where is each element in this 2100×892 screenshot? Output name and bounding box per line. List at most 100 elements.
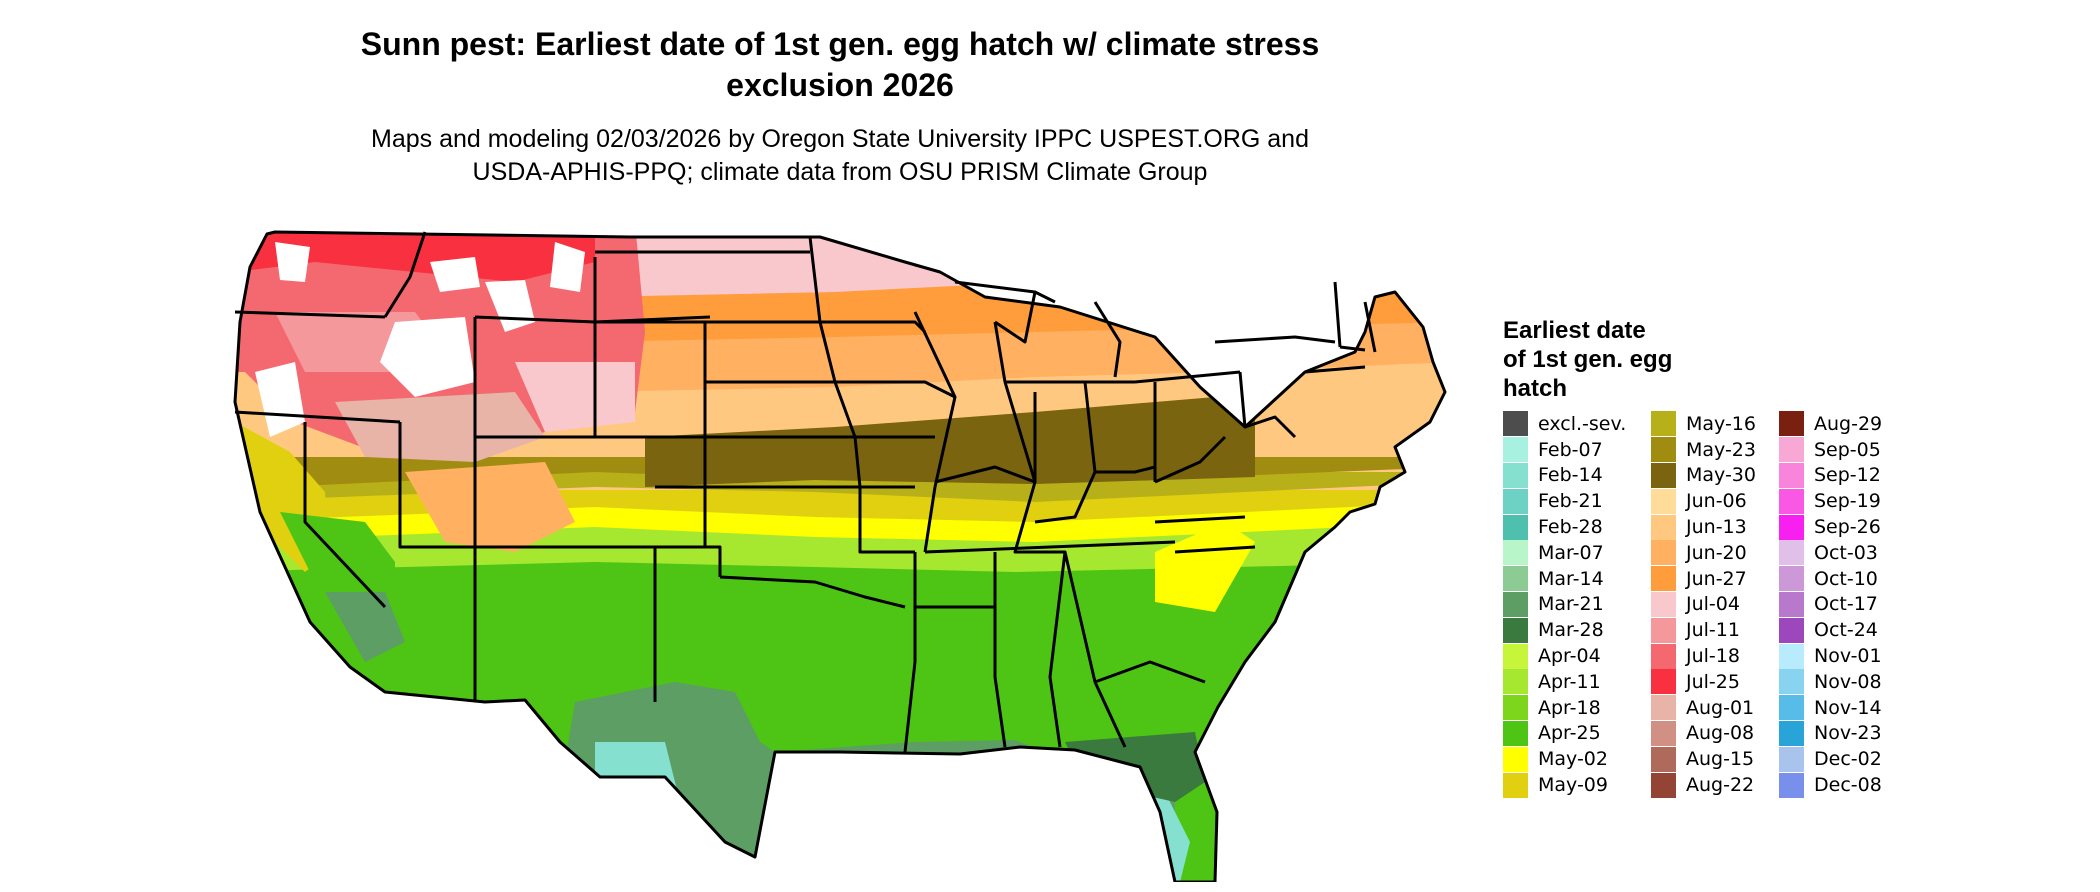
legend-title-line: Earliest date [1503,317,1646,344]
legend-label: Sep-26 [1814,516,1881,539]
legend-label: Nov-14 [1814,696,1882,719]
legend-swatch [1651,488,1676,514]
legend-swatch [1651,514,1676,540]
legend-swatch [1503,695,1528,721]
legend-item: Oct-10 [1779,566,1882,592]
legend-swatch [1503,643,1528,669]
legend-label: Dec-02 [1814,748,1882,771]
legend-label: Sep-12 [1814,464,1881,487]
legend-swatch [1779,617,1804,643]
legend-item: Apr-25 [1503,720,1626,747]
legend-item: Aug-29 [1779,411,1882,437]
map-subtitle: Maps and modeling 02/03/2026 by Oregon S… [230,123,1450,189]
map-subtitle-line1: Maps and modeling 02/03/2026 by Oregon S… [371,125,1309,153]
legend-item: Sep-19 [1779,488,1882,514]
legend-item: Sep-05 [1779,437,1882,463]
legend-swatch [1651,669,1676,695]
legend-label: Mar-07 [1538,541,1604,564]
legend-item: Apr-04 [1503,643,1626,669]
map-title: Sunn pest: Earliest date of 1st gen. egg… [230,24,1450,106]
legend-swatch [1503,772,1528,798]
legend-label: Jul-11 [1686,619,1740,642]
legend-label: Apr-04 [1538,645,1601,668]
legend-item: Aug-08 [1651,720,1756,747]
legend-swatch [1503,514,1528,540]
legend-item: Jul-11 [1651,617,1756,643]
legend-swatch [1779,540,1804,566]
legend-swatch [1779,411,1804,437]
legend-swatch [1503,669,1528,695]
legend-label: Aug-15 [1686,748,1755,771]
legend-label: May-09 [1538,774,1608,797]
legend-label: Jun-13 [1686,516,1747,539]
legend: excl.-sev. Feb-07 Feb-14 Feb-21 Feb-28 Mar-07… [1503,411,1943,811]
legend-swatch [1503,720,1528,746]
legend-swatch [1651,695,1676,721]
legend-label: Aug-29 [1814,412,1883,435]
legend-label: Oct-24 [1814,619,1878,642]
legend-item: May-23 [1651,437,1756,463]
legend-item: Sep-26 [1779,514,1882,540]
legend-swatch [1651,591,1676,617]
legend-swatch [1503,566,1528,592]
legend-item: Jul-04 [1651,591,1756,618]
legend-item: Nov-23 [1779,720,1882,747]
legend-title: Earliest date of 1st gen. egg hatch [1503,316,1733,403]
legend-item: Apr-18 [1503,695,1626,721]
legend-item: Jul-25 [1651,669,1756,695]
legend-swatch [1651,540,1676,566]
legend-item: May-02 [1503,746,1626,772]
legend-swatch [1503,540,1528,566]
legend-swatch [1779,566,1804,592]
legend-label: Mar-28 [1538,619,1604,642]
legend-item: Dec-08 [1779,772,1882,798]
legend-swatch [1503,591,1528,617]
legend-item: Sep-12 [1779,462,1882,489]
legend-label: Feb-07 [1538,438,1603,461]
legend-label: May-30 [1686,464,1756,487]
legend-label: Jun-06 [1686,490,1747,513]
map-title-line2: exclusion 2026 [726,67,954,103]
legend-swatch [1651,772,1676,798]
legend-label: Oct-10 [1814,567,1878,590]
legend-swatch [1651,720,1676,746]
legend-swatch [1503,437,1528,463]
legend-swatch [1651,566,1676,592]
legend-label: Feb-28 [1538,516,1603,539]
legend-label: Sep-05 [1814,438,1881,461]
legend-label: Nov-08 [1814,670,1882,693]
legend-item: Mar-07 [1503,540,1626,566]
legend-item: Mar-28 [1503,617,1626,643]
legend-item: May-16 [1651,411,1756,437]
legend-item: May-30 [1651,462,1756,489]
legend-item: Apr-11 [1503,669,1626,695]
legend-label: Nov-01 [1814,645,1882,668]
legend-label: Aug-01 [1686,696,1755,719]
legend-item: Jun-27 [1651,566,1756,592]
legend-swatch [1651,746,1676,772]
legend-item: Nov-08 [1779,669,1882,695]
legend-item: Feb-07 [1503,437,1626,463]
legend-item: Mar-21 [1503,591,1626,618]
legend-swatch [1779,720,1804,746]
legend-item: May-09 [1503,772,1626,798]
legend-swatch [1779,669,1804,695]
state-borders [233,230,1447,882]
us-hatch-date-map [233,230,1447,882]
legend-label: Oct-17 [1814,593,1878,616]
legend-item: Jun-06 [1651,488,1756,514]
legend-title-line: of 1st gen. egg [1503,346,1673,373]
legend-swatch [1779,591,1804,617]
legend-item: Nov-01 [1779,643,1882,669]
legend-item: Mar-14 [1503,566,1626,592]
legend-item: Jun-20 [1651,540,1756,566]
legend-item: Aug-15 [1651,746,1756,772]
legend-label: Feb-21 [1538,490,1603,513]
legend-swatch [1779,462,1804,488]
legend-item: Feb-28 [1503,514,1626,540]
legend-label: Mar-14 [1538,567,1604,590]
legend-label: Feb-14 [1538,464,1603,487]
legend-swatch [1779,437,1804,463]
legend-swatch [1651,462,1676,488]
legend-label: Jul-25 [1686,670,1740,693]
